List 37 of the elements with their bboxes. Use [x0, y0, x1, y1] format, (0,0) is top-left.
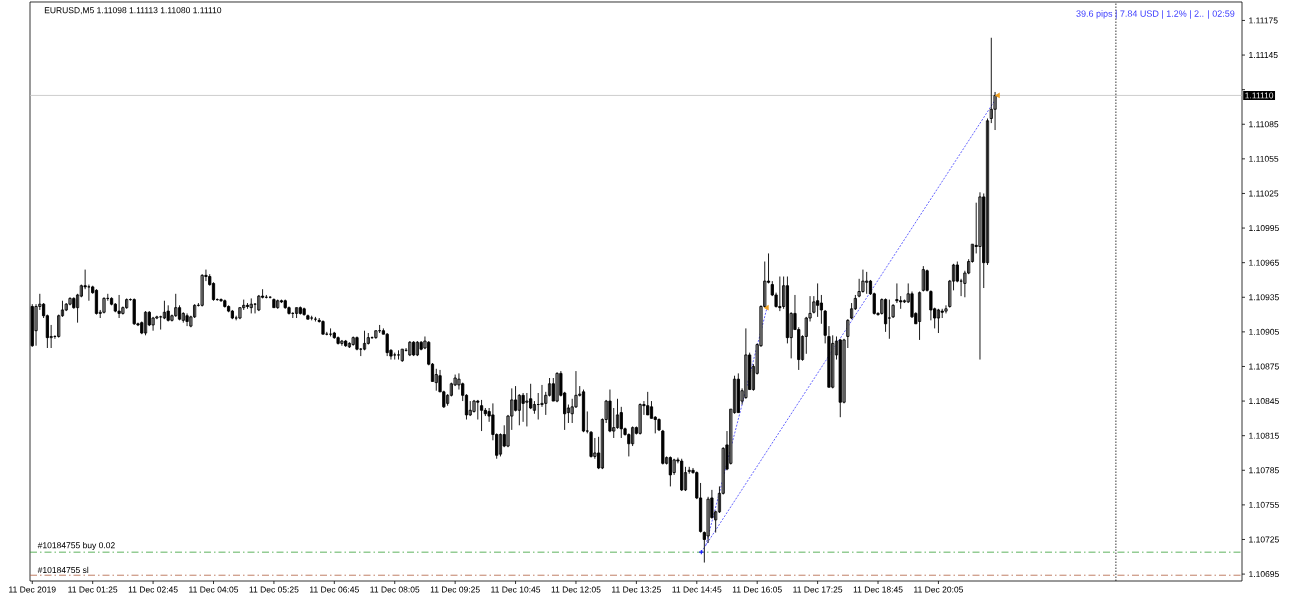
- x-tick-label: 11 Dec 17:25: [793, 586, 843, 593]
- y-tick-label: 1.10935: [1249, 294, 1279, 301]
- x-tick-label: 11 Dec 01:25: [68, 586, 118, 593]
- x-tick-label: 11 Dec 12:05: [551, 586, 601, 593]
- x-tick-label: 11 Dec 02:45: [128, 586, 178, 593]
- x-tick-label: 11 Dec 18:45: [853, 586, 903, 593]
- text: EURUSD,M5 1.11098 1.11113 1.11080 1.11110: [44, 7, 222, 15]
- x-tick-label: 11 Dec 14:45: [672, 586, 722, 593]
- x-tick-label: 11 Dec 16:05: [732, 586, 782, 593]
- y-tick-label: 1.10965: [1249, 259, 1279, 266]
- x-tick-label: 11 Dec 10:45: [491, 586, 541, 593]
- y-tick-label: 1.11175: [1249, 17, 1278, 24]
- x-tick-label: 11 Dec 2019: [9, 586, 56, 593]
- ref-line-label: 1.11110: [1245, 92, 1274, 99]
- y-tick-label: 1.11055: [1249, 155, 1279, 162]
- x-tick-label: 11 Dec 08:05: [370, 586, 420, 593]
- y-tick-label: 1.10725: [1249, 536, 1279, 543]
- y-tick-label: 1.10845: [1249, 398, 1279, 405]
- ref-line-label: #10184755 sl: [37, 566, 89, 574]
- y-tick-label: 1.10785: [1249, 467, 1279, 474]
- y-tick-label: 1.10875: [1249, 363, 1279, 370]
- y-tick-label: 1.11085: [1249, 121, 1279, 128]
- y-tick-label: 1.10815: [1249, 432, 1279, 439]
- y-tick-label: 1.11145: [1249, 52, 1278, 59]
- x-tick-label: 11 Dec 06:45: [310, 586, 359, 593]
- ref-line-label: #10184755 buy 0.02: [37, 542, 115, 550]
- y-tick-label: 1.10995: [1249, 225, 1279, 232]
- x-tick-label: 11 Dec 05:25: [249, 586, 299, 593]
- y-tick-label: 1.10755: [1249, 501, 1279, 508]
- y-tick-label: 1.11025: [1249, 190, 1279, 197]
- x-tick-label: 11 Dec 09:25: [430, 586, 480, 593]
- y-tick-label: 1.10905: [1249, 328, 1279, 335]
- y-tick-label: 1.10695: [1249, 571, 1279, 578]
- x-tick-label: 11 Dec 13:25: [612, 586, 661, 593]
- annotation: 39.6 pips | 7.84 USD | 1.2% | 2.. | 02:59: [1076, 10, 1235, 19]
- x-tick-label: 11 Dec 04:05: [189, 586, 239, 593]
- x-tick-label: 11 Dec 20:05: [914, 586, 964, 593]
